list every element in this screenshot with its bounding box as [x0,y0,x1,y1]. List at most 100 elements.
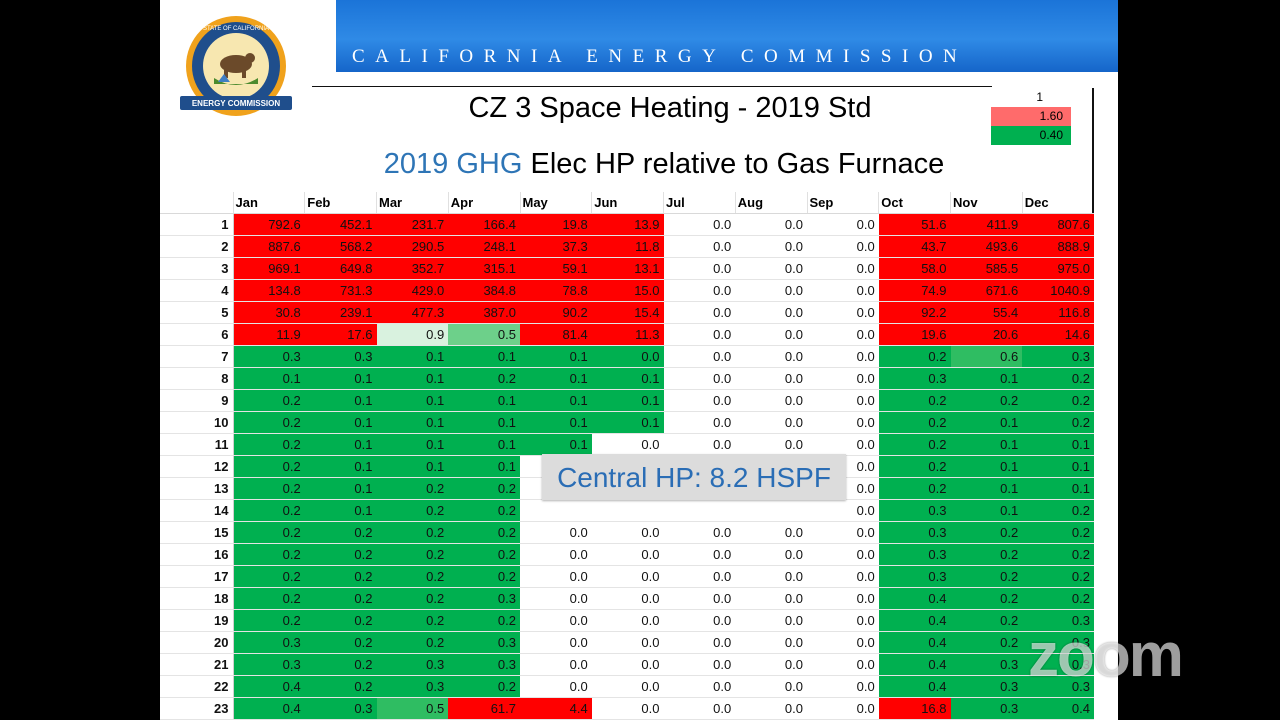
table-row: 22 0.4 0.2 0.3 0.2 0.0 0.0 0.0 0.0 0.0 0.4 0.3 0.3 [160,675,1094,698]
table-cell: 166.4 [448,213,520,236]
table-cell: 0.1 [950,477,1023,500]
hour-label: 7 [160,345,234,368]
subtitle-accent: 2019 GHG [383,148,523,180]
table-cell: 0.0 [735,543,807,566]
table-cell: 0.2 [878,411,951,434]
table-cell: 0.0 [520,675,592,698]
table-cell: 0.2 [448,499,520,522]
table-cell: 1040.9 [1022,279,1094,302]
table-cell: 290.5 [376,235,449,258]
table-cell: 0.0 [735,279,807,302]
table-cell: 975.0 [1022,257,1094,280]
table-cell: 0.0 [591,587,664,610]
table-cell: 0.0 [663,323,736,346]
table-cell: 0.2 [233,609,305,632]
month-header: Mar [376,192,449,214]
table-row: 20 0.3 0.2 0.2 0.3 0.0 0.0 0.0 0.0 0.0 0.4 0.2 0.3 [160,631,1094,654]
table-cell: 248.1 [448,235,520,258]
month-header: Jul [663,192,736,214]
table-cell: 4.4 [520,697,592,720]
table-cell: 37.3 [520,235,592,258]
table-cell: 0.0 [735,213,807,236]
table-cell: 0.0 [663,697,736,720]
table-cell: 315.1 [448,257,520,280]
table-cell: 568.2 [304,235,377,258]
table-cell: 58.0 [878,257,951,280]
table-cell: 0.4 [878,653,951,676]
table-cell: 0.2 [1022,521,1094,544]
table-cell: 0.1 [376,455,449,478]
table-cell: 0.2 [304,653,377,676]
table-cell: 134.8 [233,279,305,302]
table-cell: 585.5 [950,257,1023,280]
hour-label: 22 [160,675,234,698]
table-cell: 0.0 [735,257,807,280]
table-cell: 0.0 [663,257,736,280]
header-banner: CALIFORNIA ENERGY COMMISSION [336,0,1118,72]
table-cell: 0.2 [448,565,520,588]
table-cell: 0.2 [233,543,305,566]
table-cell: 0.2 [878,477,951,500]
table-cell: 0.0 [735,675,807,698]
table-cell: 0.2 [950,389,1023,412]
month-header: Nov [950,192,1023,214]
table-cell: 0.0 [807,345,879,368]
hour-label: 10 [160,411,234,434]
table-cell: 0.2 [448,675,520,698]
table-cell: 493.6 [950,235,1023,258]
table-cell: 0.0 [663,367,736,390]
table-cell: 0.0 [520,543,592,566]
table-cell: 0.0 [735,653,807,676]
table-cell: 0.1 [304,499,377,522]
table-cell: 0.0 [735,345,807,368]
table-cell: 0.1 [304,411,377,434]
row-header-corner [160,192,233,214]
table-cell: 411.9 [950,213,1023,236]
table-cell: 0.2 [376,477,449,500]
table-cell: 0.0 [735,389,807,412]
legend-low: 0.40 [991,126,1071,145]
table-cell: 0.1 [520,433,592,456]
table-cell: 0.2 [448,609,520,632]
table-cell: 0.2 [376,499,449,522]
table-cell: 17.6 [304,323,377,346]
table-cell: 0.5 [448,323,520,346]
table-cell: 0.1 [448,389,520,412]
table-cell: 0.0 [807,323,879,346]
hour-label: 3 [160,257,234,280]
table-cell: 55.4 [950,301,1023,324]
table-cell: 0.3 [304,345,377,368]
table-cell: 0.0 [735,565,807,588]
table-cell: 0.2 [950,609,1023,632]
presentation-slide: CALIFORNIA ENERGY COMMISSION ENERGY COMM… [160,0,1118,720]
table-cell: 0.3 [233,631,305,654]
table-cell: 0.3 [950,697,1023,720]
table-cell: 43.7 [878,235,951,258]
table-cell: 0.2 [1022,389,1094,412]
table-cell: 0.1 [591,367,664,390]
table-cell: 384.8 [448,279,520,302]
table-cell: 92.2 [878,301,951,324]
table-cell: 0.0 [807,257,879,280]
color-scale-legend: 1 1.60 0.40 [991,88,1071,145]
table-cell: 116.8 [1022,301,1094,324]
table-cell: 0.3 [878,367,951,390]
legend-label: 1 [1036,90,1043,104]
table-cell: 649.8 [304,257,377,280]
table-cell: 0.0 [591,653,664,676]
table-cell: 429.0 [376,279,449,302]
table-row: 7 0.3 0.3 0.1 0.1 0.1 0.0 0.0 0.0 0.0 0.2 0.6 0.3 [160,345,1094,368]
hour-label: 18 [160,587,234,610]
table-cell: 0.3 [878,521,951,544]
hour-label: 8 [160,367,234,390]
table-cell: 671.6 [950,279,1023,302]
table-cell: 0.4 [233,697,305,720]
table-cell: 90.2 [520,301,592,324]
table-cell: 887.6 [233,235,305,258]
table-cell: 0.0 [807,631,879,654]
table-cell: 0.0 [735,235,807,258]
table-cell: 30.8 [233,301,305,324]
table-row: 19 0.2 0.2 0.2 0.2 0.0 0.0 0.0 0.0 0.0 0.4 0.2 0.3 [160,609,1094,632]
table-cell: 477.3 [376,301,449,324]
table-cell: 0.2 [233,389,305,412]
